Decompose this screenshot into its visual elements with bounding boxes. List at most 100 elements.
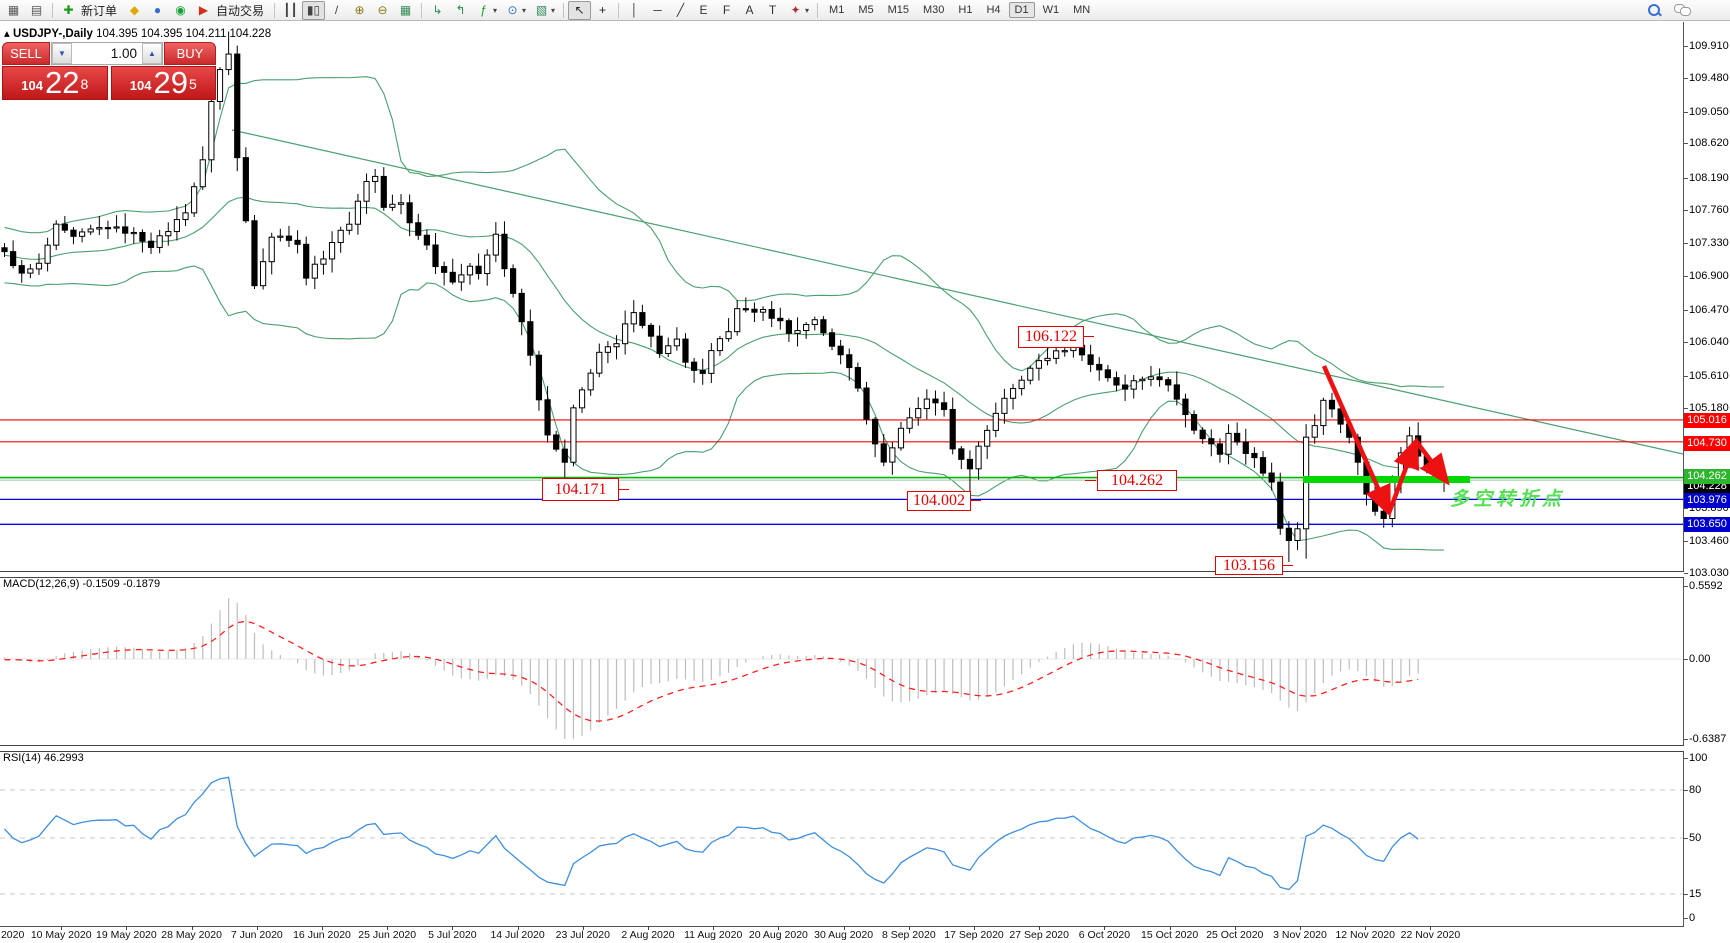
timeframe-button-h4[interactable]: H4 [986, 4, 1001, 16]
search-icon[interactable] [1648, 4, 1660, 16]
ohlc-values: 104.395 104.395 104.211 104.228 [96, 28, 272, 40]
thick-support-segment[interactable] [1303, 476, 1470, 483]
toolbar-separator [52, 2, 53, 18]
periods-dropdown-icon[interactable]: ▾ [522, 5, 527, 15]
buy-price-prefix: 104 [129, 78, 152, 93]
price-annotation[interactable]: 103.156 [1215, 556, 1283, 575]
buy-price-pip: 5 [188, 76, 197, 92]
text-icon[interactable]: A [745, 3, 754, 17]
date-tick-mark [648, 926, 649, 930]
main-pane[interactable] [0, 31, 1683, 563]
auto-trading-label[interactable]: 自动交易 [216, 3, 265, 18]
timeframe-button-m5[interactable]: M5 [858, 4, 874, 16]
arrows-dropdown-icon[interactable]: ▾ [805, 5, 810, 15]
auto-trading-icon[interactable]: ▶ [198, 3, 209, 17]
timeframe-button-d1[interactable]: D1 [1008, 2, 1035, 18]
vertical-line-icon[interactable]: │ [630, 3, 639, 17]
collapse-arrow-icon[interactable]: ▴ [4, 28, 10, 40]
volume-increase-button[interactable]: ▲ [142, 43, 162, 64]
price-tick: 107.760 [1689, 204, 1729, 216]
styler-icon[interactable]: ◆ [129, 3, 140, 17]
indicators-icon[interactable]: ƒ [480, 3, 487, 17]
volume-decrease-button[interactable]: ▼ [52, 43, 72, 64]
indicators-dropdown-icon[interactable]: ▾ [493, 5, 498, 15]
price-annotation[interactable]: 104.002 [907, 491, 971, 511]
timeframe-button-m1[interactable]: M1 [829, 4, 845, 16]
date-tick: 19 May 2020 [96, 929, 157, 941]
cursor-icon[interactable]: ↖ [568, 0, 592, 20]
price-flag: 103.976 [1684, 493, 1730, 508]
bar-chart-icon[interactable]: ┃┃ [283, 3, 298, 17]
arrows-icon[interactable]: ✦ [790, 3, 801, 17]
price-annotation[interactable]: 106.122 [1018, 326, 1084, 348]
trendline-icon[interactable]: ╱ [676, 3, 685, 17]
chat-icon[interactable] [1674, 4, 1691, 16]
price-annotation[interactable]: 104.262 [1097, 470, 1177, 491]
trend-arrow-annotation[interactable] [1321, 365, 1450, 518]
pane-separator[interactable] [0, 571, 1684, 578]
buy-price-button[interactable]: 104 29 5 [110, 66, 216, 100]
price-flag: 103.650 [1684, 517, 1730, 532]
date-tick: 20 Aug 2020 [748, 929, 808, 941]
volume-input[interactable]: 1.00 [110, 46, 137, 61]
timeframe-button-mn[interactable]: MN [1073, 4, 1091, 16]
date-tick: 22 Nov 2020 [1400, 929, 1461, 941]
tile-windows-icon[interactable]: ▦ [399, 3, 412, 17]
timeframe-button-m30[interactable]: M30 [923, 4, 945, 16]
new-order-label[interactable]: 新订单 [81, 3, 118, 18]
candlestick-icon[interactable]: ▮▯ [302, 0, 326, 20]
date-tick: 16 Jun 2020 [293, 929, 351, 941]
date-tick-mark [191, 926, 193, 930]
date-tick-mark [908, 926, 910, 930]
new-chart-icon[interactable]: ▦ [7, 3, 20, 17]
price-axis-border [1683, 22, 1684, 926]
horizontal-line-icon[interactable]: ─ [653, 3, 662, 17]
date-tick-mark [387, 926, 389, 930]
date-tick-mark [517, 926, 519, 930]
date-tick: 2 Aug 2020 [621, 929, 675, 941]
timeframe-button-w1[interactable]: W1 [1042, 4, 1060, 16]
auto-scroll-icon[interactable]: ↰ [455, 3, 466, 17]
date-tick-mark [1300, 926, 1301, 930]
pane-separator[interactable] [0, 745, 1684, 752]
timeframe-button-h1[interactable]: H1 [958, 4, 973, 16]
templates-icon[interactable]: ▧ [535, 3, 548, 17]
profiles-icon[interactable]: ▤ [30, 3, 43, 17]
tick-mark [1683, 790, 1688, 791]
rsi-pane[interactable] [0, 776, 1683, 895]
volume-stepper: ▼ 1.00 ▲ [51, 42, 163, 65]
line-chart-icon[interactable]: / [334, 3, 339, 17]
crosshair-icon[interactable]: + [599, 3, 607, 17]
shift-chart-icon[interactable]: ↳ [432, 3, 443, 17]
sell-button[interactable]: SELL [2, 42, 50, 65]
expert-advisor-icon[interactable]: ● [153, 3, 162, 17]
tick-mark [1683, 78, 1688, 79]
macd-pane[interactable] [0, 598, 1683, 739]
sell-price-button[interactable]: 104 22 8 [2, 66, 108, 100]
channel-icon[interactable]: E [699, 3, 708, 17]
turning-point-note[interactable]: 多空转折点 [1450, 489, 1566, 510]
bollinger-upper-band [4, 76, 1445, 388]
text-label-icon[interactable]: T [768, 3, 777, 17]
signals-icon[interactable]: ◉ [175, 3, 186, 17]
tick-mark [1683, 112, 1688, 113]
macd-tick: 0.5592 [1689, 580, 1723, 592]
timeframe-button-m15[interactable]: M15 [887, 4, 909, 16]
annotation-connector [618, 488, 629, 490]
date-tick: 17 Sep 2020 [944, 929, 1004, 941]
periods-icon[interactable]: ⊙ [507, 3, 518, 17]
new-order-icon[interactable]: ✚ [63, 3, 74, 17]
buy-button[interactable]: BUY [164, 42, 216, 65]
zoom-out-icon[interactable]: ⊖ [377, 3, 388, 17]
chart-caption: ▴ USDJPY-,Daily 104.395 104.395 104.211 … [4, 26, 271, 40]
tick-mark [1683, 541, 1688, 542]
price-annotation[interactable]: 104.171 [542, 478, 619, 501]
descending-trendline[interactable] [231, 129, 1683, 455]
date-tick: 27 Sep 2020 [1009, 929, 1069, 941]
zoom-in-icon[interactable]: ⊕ [354, 3, 365, 17]
fibonacci-icon[interactable]: F [722, 3, 731, 17]
tick-mark [1683, 573, 1688, 574]
price-tick: 105.610 [1689, 370, 1729, 382]
templates-dropdown-icon[interactable]: ▾ [551, 5, 556, 15]
